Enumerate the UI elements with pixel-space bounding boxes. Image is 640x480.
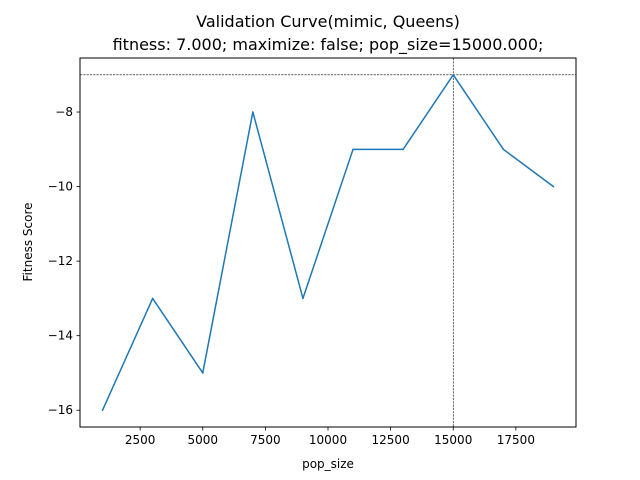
chart-subtitle: fitness: 7.000; maximize: false; pop_siz… xyxy=(113,35,544,55)
chart-title: Validation Curve(mimic, Queens) xyxy=(196,12,460,31)
data-point xyxy=(552,185,555,188)
x-tick-label: 17500 xyxy=(497,433,535,447)
x-tick-label: 12500 xyxy=(372,433,410,447)
data-point xyxy=(502,148,505,151)
y-axis-ticks: −16 −14 −12 −10 −8 xyxy=(48,105,80,417)
x-tick-label: 10000 xyxy=(309,433,347,447)
y-axis-label: Fitness Score xyxy=(21,203,35,282)
y-tick-label: −10 xyxy=(48,180,73,194)
series-line-0 xyxy=(101,74,554,411)
data-point xyxy=(101,409,104,412)
reference-lines xyxy=(80,58,576,427)
y-tick-label: −8 xyxy=(55,105,73,119)
data-point xyxy=(151,297,154,300)
data-point xyxy=(252,111,254,113)
x-tick-label: 7500 xyxy=(250,433,281,447)
x-axis-ticks: 2500 5000 7500 10000 12500 15000 17500 xyxy=(125,427,535,447)
x-tick-label: 5000 xyxy=(187,433,218,447)
series-layer xyxy=(101,73,555,412)
data-point xyxy=(302,297,304,300)
y-tick-label: −14 xyxy=(48,329,73,343)
x-tick-label: 15000 xyxy=(434,433,472,447)
data-point xyxy=(201,372,204,374)
data-point xyxy=(402,148,404,151)
y-tick-label: −16 xyxy=(48,403,73,417)
x-axis-label: pop_size xyxy=(302,457,354,471)
x-tick-label: 2500 xyxy=(125,433,156,447)
y-tick-label: −12 xyxy=(48,254,73,268)
data-point xyxy=(352,148,354,151)
data-point xyxy=(452,73,455,76)
